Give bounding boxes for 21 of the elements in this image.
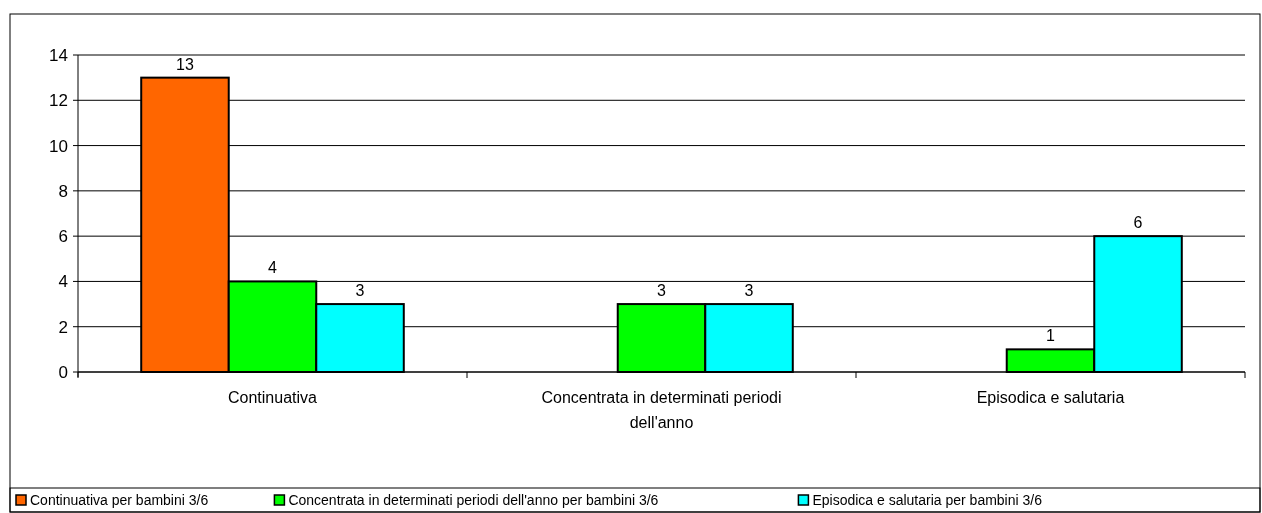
data-label: 3 xyxy=(744,282,754,300)
y-tick-label: 0 xyxy=(58,363,68,382)
y-tick-label: 2 xyxy=(58,317,68,337)
y-tick-label: 10 xyxy=(49,136,68,156)
x-tick-label: Continuativa xyxy=(228,389,318,406)
y-tick-label: 12 xyxy=(49,91,68,111)
legend-label: Concentrata in determinati periodi dell'anno per bambini 3/6 xyxy=(288,492,659,508)
data-label: 6 xyxy=(1133,214,1143,232)
x-tick-label: Concentrata in determinati periodi dell'anno xyxy=(541,389,782,431)
data-label: 1 xyxy=(1046,327,1056,345)
data-label: 3 xyxy=(657,282,667,300)
legend-label: Episodica e salutaria per bambini 3/6 xyxy=(812,492,1043,508)
data-label: 4 xyxy=(268,259,278,277)
y-tick-label: 8 xyxy=(58,181,68,201)
legend-label: Continuativa per bambini 3/6 xyxy=(30,492,209,508)
x-tick-label: Episodica e salutaria xyxy=(976,389,1125,406)
data-label: 3 xyxy=(355,282,365,300)
y-tick-label: 14 xyxy=(49,46,68,65)
data-label: 13 xyxy=(176,55,194,73)
y-tick-label: 6 xyxy=(58,227,68,247)
y-tick-label: 4 xyxy=(58,272,68,292)
